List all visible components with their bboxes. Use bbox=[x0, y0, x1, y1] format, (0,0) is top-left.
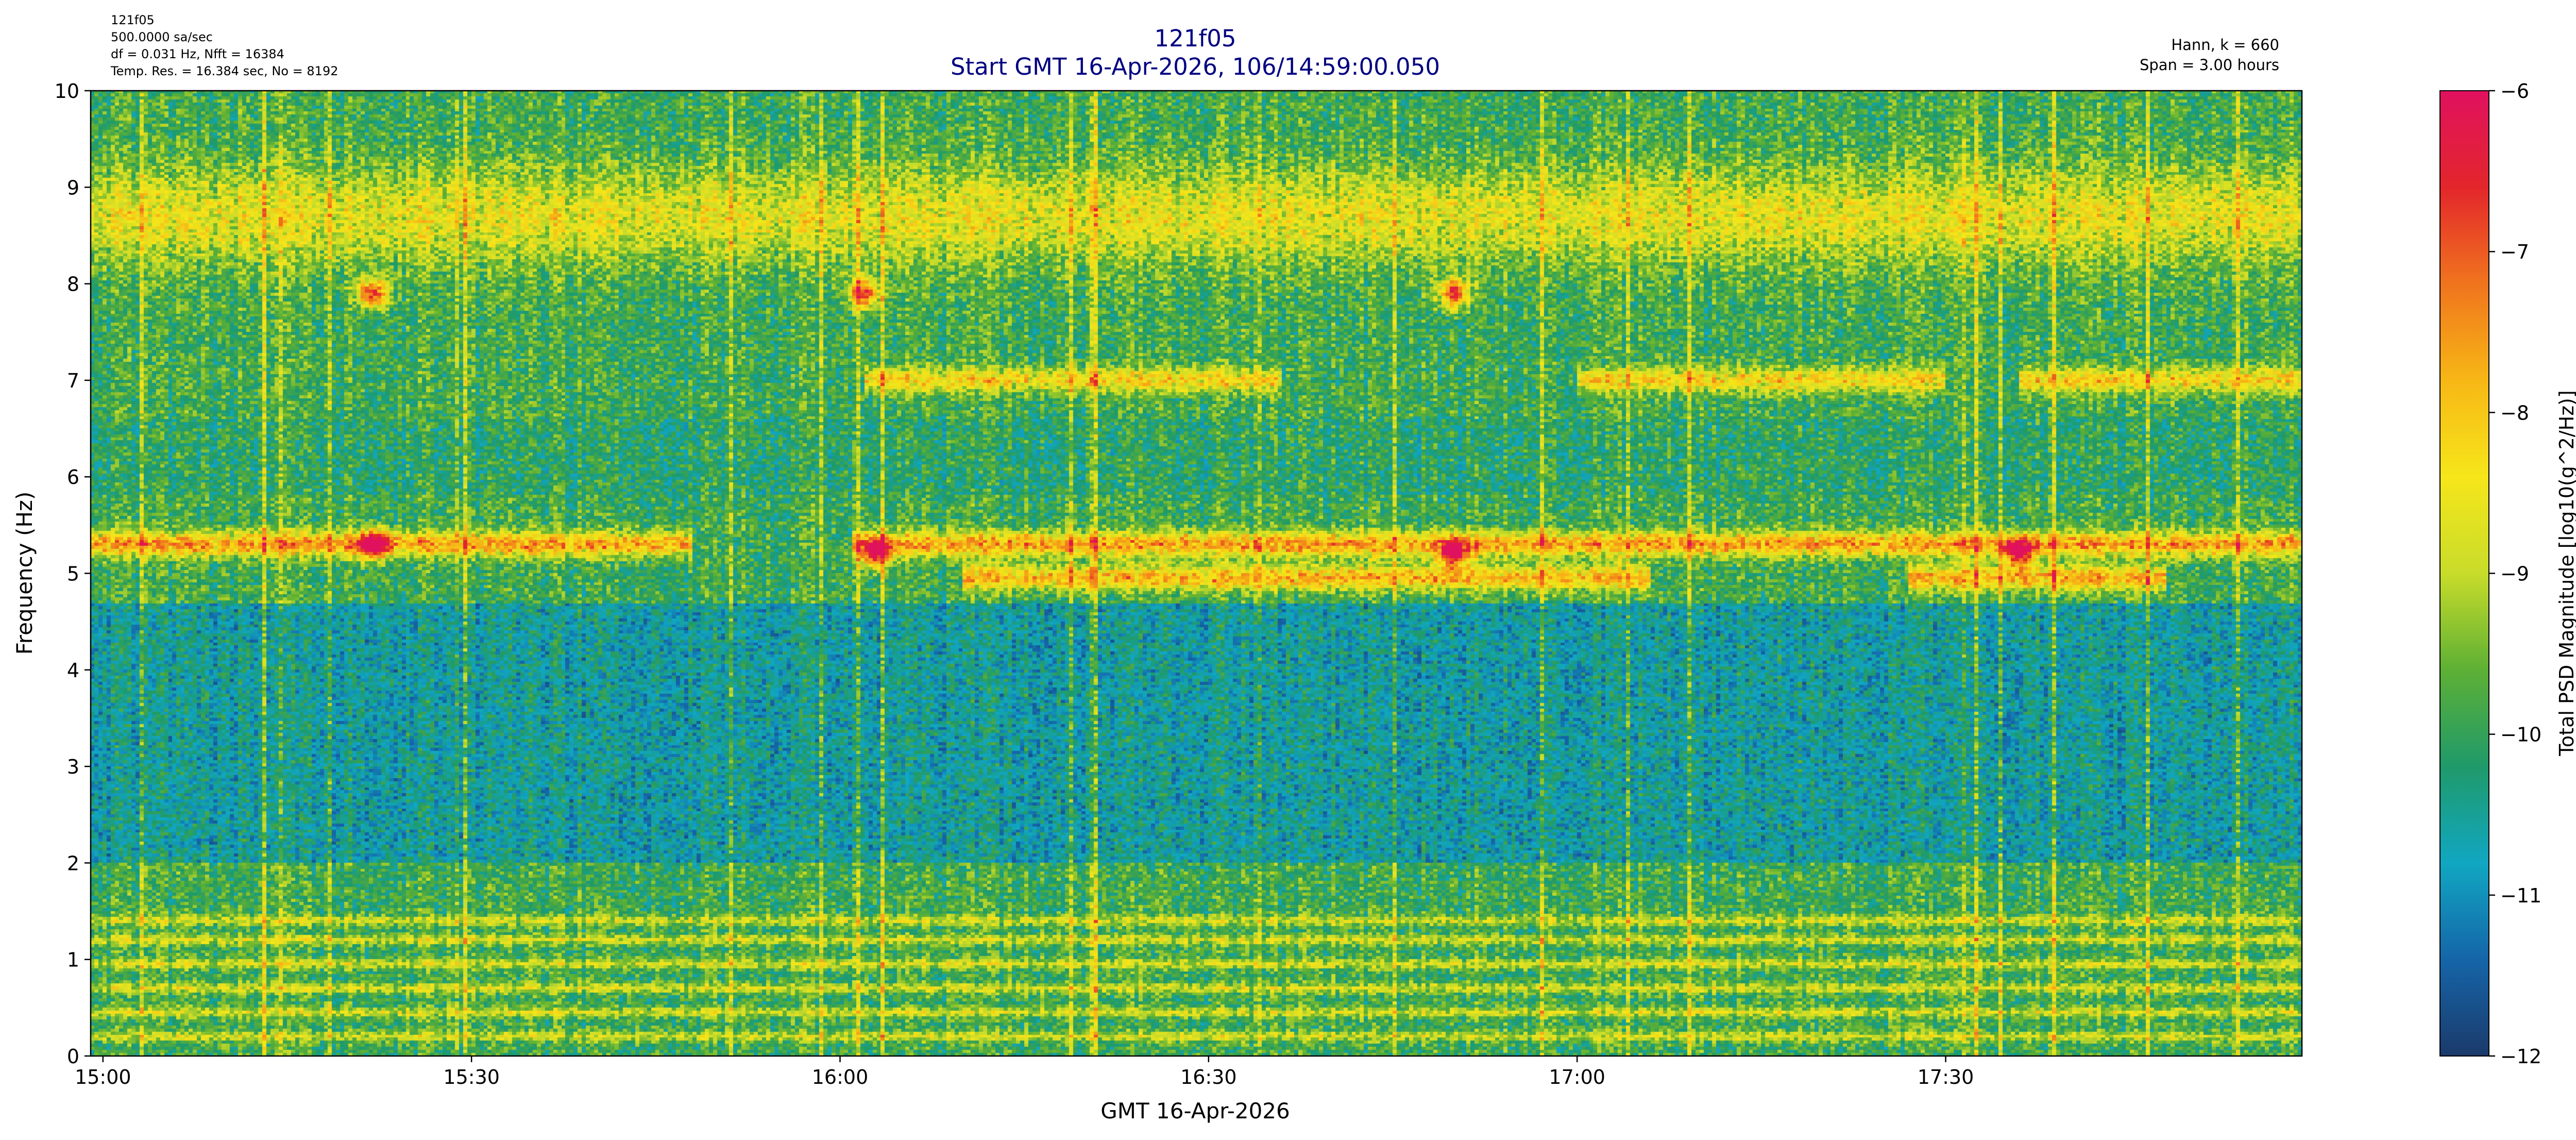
y-axis-label: Frequency (Hz) bbox=[12, 492, 37, 655]
y-tick-label: 6 bbox=[67, 466, 79, 489]
x-axis: 15:00 15:30 16:00 16:30 17:00 17:30 bbox=[75, 1056, 1974, 1088]
info-left-line: df = 0.031 Hz, Nfft = 16384 bbox=[111, 47, 284, 61]
chart-title: 121f05 bbox=[1155, 25, 1236, 52]
y-tick-label: 1 bbox=[67, 949, 79, 971]
colorbar-tick-label: −12 bbox=[2500, 1045, 2541, 1068]
colorbar-tick-label: −8 bbox=[2500, 401, 2529, 424]
x-tick-label: 15:00 bbox=[75, 1066, 131, 1088]
x-tick-label: 15:30 bbox=[443, 1066, 500, 1088]
spectrogram-canvas-wrap bbox=[91, 91, 2302, 1056]
colorbar-tick-label: −10 bbox=[2500, 724, 2541, 746]
info-left-line: 500.0000 sa/sec bbox=[111, 30, 213, 44]
y-tick-label: 7 bbox=[67, 370, 79, 392]
colorbar-label: Total PSD Magnitude [log10(g^2/Hz)] bbox=[2555, 390, 2576, 757]
y-tick-label: 0 bbox=[67, 1045, 79, 1068]
y-tick-label: 5 bbox=[67, 563, 79, 585]
y-tick-label: 8 bbox=[67, 273, 79, 296]
x-tick-label: 16:00 bbox=[812, 1066, 869, 1088]
colorbar-tick-label: −7 bbox=[2500, 241, 2529, 263]
y-tick-label: 3 bbox=[67, 756, 79, 778]
info-right: Hann, k = 660 Span = 3.00 hours bbox=[2140, 36, 2279, 74]
chart-subtitle: Start GMT 16-Apr-2026, 106/14:59:00.050 bbox=[951, 53, 1440, 80]
colorbar-tick-label: −6 bbox=[2500, 80, 2529, 103]
y-tick-label: 10 bbox=[55, 80, 79, 103]
x-axis-label: GMT 16-Apr-2026 bbox=[1100, 1098, 1290, 1124]
y-tick-label: 9 bbox=[67, 176, 79, 199]
colorbar-tick-label: −11 bbox=[2500, 884, 2541, 907]
info-left: 121f05 500.0000 sa/sec df = 0.031 Hz, Nf… bbox=[110, 13, 338, 78]
colorbar-axis: −12 −11 −10 −9 −8 −7 −6 bbox=[2489, 80, 2541, 1068]
x-tick-label: 17:00 bbox=[1549, 1066, 1605, 1088]
x-tick-label: 16:30 bbox=[1180, 1066, 1237, 1088]
spectrogram-heatmap bbox=[91, 91, 2302, 1056]
info-left-line: Temp. Res. = 16.384 sec, No = 8192 bbox=[110, 64, 338, 78]
info-right-line: Hann, k = 660 bbox=[2171, 36, 2279, 54]
colorbar-tick-label: −9 bbox=[2500, 563, 2529, 585]
info-right-line: Span = 3.00 hours bbox=[2140, 56, 2279, 74]
info-left-line: 121f05 bbox=[111, 13, 155, 27]
y-tick-label: 2 bbox=[67, 852, 79, 875]
y-tick-label: 4 bbox=[67, 659, 79, 682]
y-axis: 0 1 2 3 4 5 6 7 8 9 10 bbox=[55, 80, 91, 1068]
colorbar bbox=[2440, 91, 2489, 1056]
x-tick-label: 17:30 bbox=[1918, 1066, 1974, 1088]
